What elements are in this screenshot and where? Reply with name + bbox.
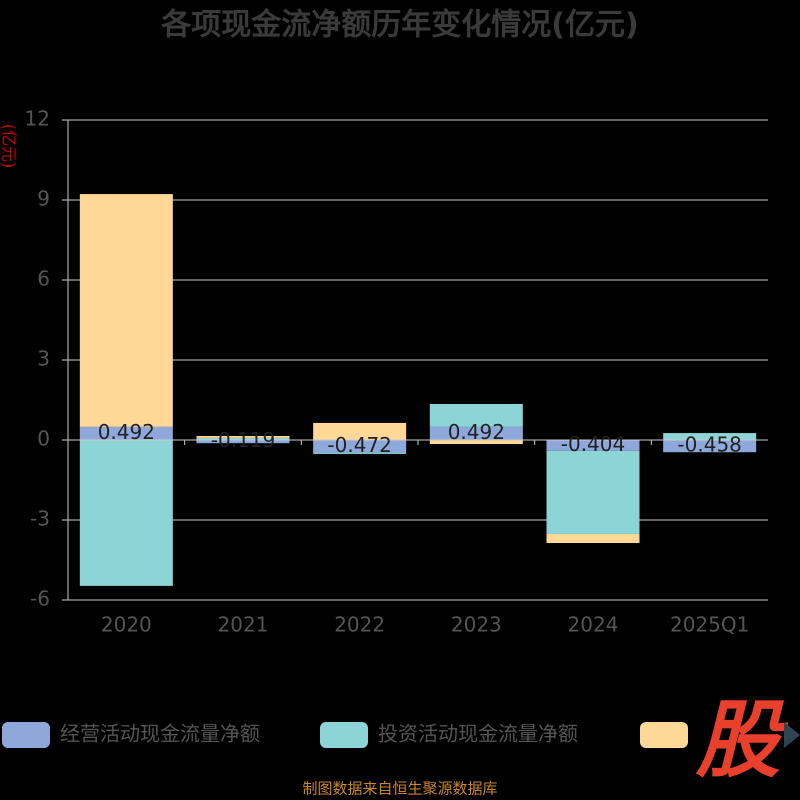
bar	[546, 533, 640, 544]
bar	[663, 440, 757, 453]
data-label: -0.119	[211, 428, 275, 452]
legend-arrow	[784, 722, 800, 748]
bar	[546, 440, 640, 451]
data-label: 0.492	[98, 420, 155, 444]
y-axis-label: (亿元)	[0, 124, 19, 169]
bar	[79, 440, 173, 586]
data-label: -0.404	[561, 432, 625, 456]
y-tick-label: -6	[30, 587, 50, 611]
bar	[429, 440, 523, 444]
x-tick-label: 2024	[568, 613, 619, 637]
bar	[663, 433, 757, 440]
legend-swatch	[2, 722, 50, 748]
bar	[546, 450, 640, 534]
bar	[313, 422, 407, 440]
y-tick-label: 9	[37, 187, 50, 211]
logo: 股	[695, 691, 789, 789]
x-tick-label: 2021	[218, 613, 269, 637]
bar	[196, 440, 290, 444]
bar	[313, 440, 407, 453]
x-tick-label: 2020	[101, 613, 152, 637]
bar	[79, 194, 173, 427]
data-label: 0.492	[448, 420, 505, 444]
data-label: -0.458	[677, 433, 741, 457]
bar	[79, 426, 173, 440]
chart-title: 各项现金流净额历年变化情况(亿元)	[160, 8, 638, 43]
legend-swatch	[320, 722, 368, 748]
y-tick-label: 0	[37, 427, 50, 451]
bar	[196, 437, 290, 440]
y-tick-label: 3	[37, 347, 50, 371]
bar	[429, 403, 523, 427]
bar	[313, 452, 407, 454]
x-tick-label: 2023	[451, 613, 502, 637]
bar	[429, 426, 523, 440]
legend-label: 投资活动现金流量净额	[378, 722, 578, 746]
x-tick-label: 2022	[334, 613, 385, 637]
data-label: -0.472	[327, 433, 391, 457]
bar	[196, 436, 290, 438]
x-tick-label: 2025Q1	[670, 613, 749, 637]
legend-swatch	[640, 722, 688, 748]
source: 制图数据来自恒生聚源数据库	[302, 780, 497, 798]
y-tick-label: 6	[37, 267, 50, 291]
y-tick-label: -3	[30, 507, 50, 531]
legend-label: 经营活动现金流量净额	[60, 722, 260, 746]
y-tick-label: 12	[25, 107, 50, 131]
